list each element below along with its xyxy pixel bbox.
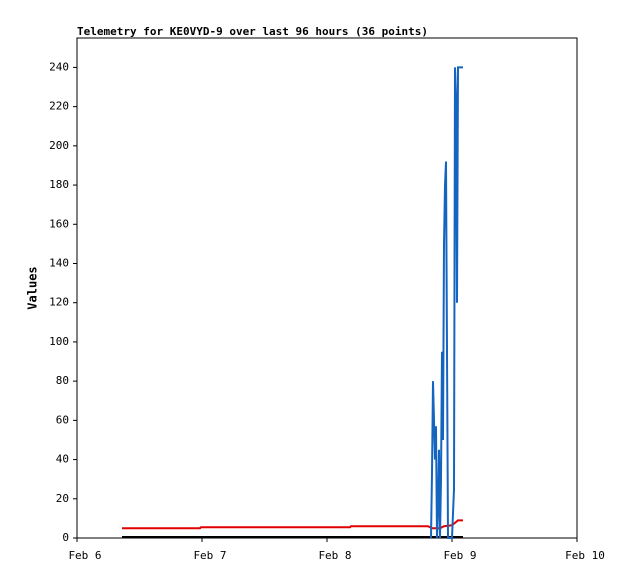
- y-tick-label: 120: [49, 296, 69, 309]
- x-tick-label: Feb 7: [193, 549, 226, 562]
- plot-frame: [76, 37, 578, 539]
- y-tick-label: 0: [62, 531, 69, 544]
- y-tick-label: 80: [56, 374, 69, 387]
- x-tick-label: Feb 10: [565, 549, 605, 562]
- y-tick-label: 40: [56, 453, 69, 466]
- x-tick-label: Feb 9: [443, 549, 476, 562]
- y-tick-label: 140: [49, 256, 69, 269]
- y-tick-label: 220: [49, 100, 69, 113]
- y-tick-label: 100: [49, 335, 69, 348]
- y-tick-label: 160: [49, 217, 69, 230]
- y-tick-label: 20: [56, 492, 69, 505]
- x-tick-label: Feb 8: [318, 549, 351, 562]
- x-tick-label: Feb 6: [68, 549, 101, 562]
- series-line: [430, 66, 463, 539]
- chart-title: Telemetry for KE0VYD-9 over last 96 hour…: [77, 25, 428, 38]
- y-tick-label: 240: [49, 60, 69, 73]
- y-axis-label: Values: [26, 266, 40, 309]
- y-tick-label: 60: [56, 413, 69, 426]
- series-line: [122, 519, 463, 530]
- y-tick-label: 180: [49, 178, 69, 191]
- y-tick-label: 200: [49, 139, 69, 152]
